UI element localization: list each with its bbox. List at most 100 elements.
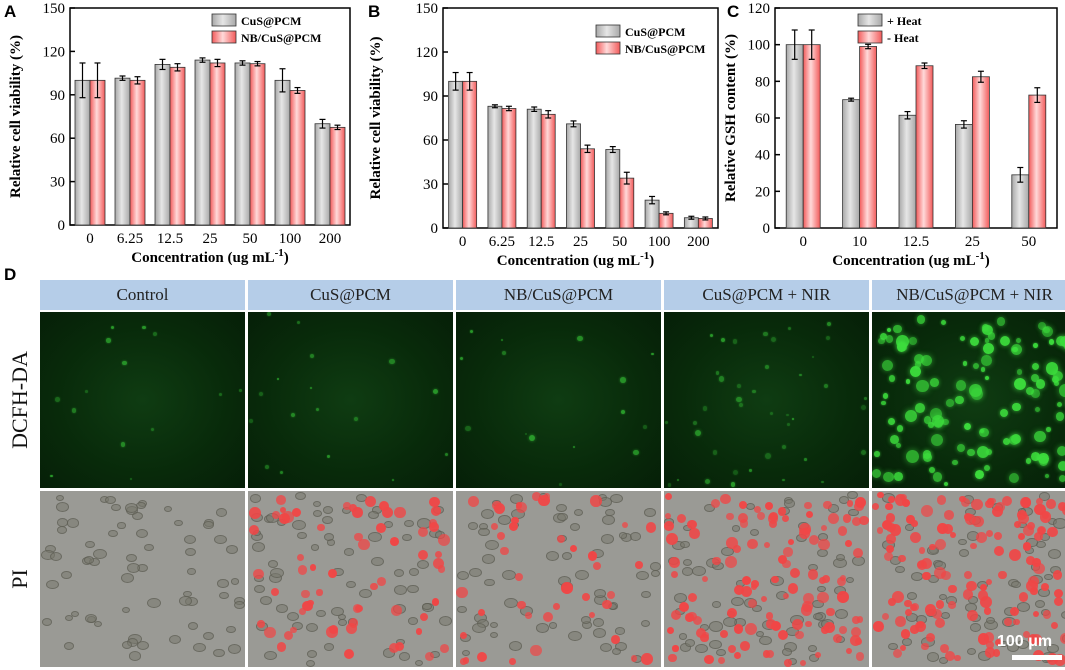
pi-positive-cell (394, 506, 406, 519)
pi-positive-cell (1060, 632, 1065, 644)
pi-image (456, 491, 661, 667)
pi-positive-cell (931, 609, 942, 620)
pi-positive-cell (934, 566, 947, 579)
fluorescent-cell (957, 443, 966, 452)
column-header: CuS@PCM + NIR (664, 280, 869, 310)
fluorescent-cell (975, 470, 984, 479)
pi-positive-cell (283, 630, 294, 641)
y-axis-label: Relative GSH content (%) (723, 34, 739, 202)
cell-outline (322, 506, 334, 515)
bar (209, 62, 226, 226)
fluorescent-cell (1035, 379, 1046, 389)
legend-label: NB/CuS@PCM (625, 42, 706, 56)
pi-positive-cell (873, 621, 884, 632)
cell-outline (83, 556, 95, 565)
pi-positive-cell (491, 523, 499, 531)
pi-positive-cell (607, 590, 616, 599)
pi-positive-cell (1001, 495, 1013, 506)
cell-outline (682, 559, 693, 567)
dcfh-da-image (872, 312, 1065, 488)
fluorescent-cell (1014, 378, 1027, 390)
pi-positive-cell (719, 629, 729, 639)
cell-outline (217, 579, 229, 588)
cell-outline (678, 633, 688, 640)
pi-positive-cell (1035, 498, 1043, 506)
cell-outline (183, 535, 196, 545)
cell-outline (845, 576, 855, 584)
pi-positive-cell (1019, 497, 1031, 509)
cell-outline (203, 520, 214, 529)
fluorescent-cell (823, 384, 828, 389)
fluorescent-cell (863, 397, 867, 400)
fluorescent-cell (882, 393, 889, 399)
pi-positive-cell (740, 519, 749, 528)
x-tick-label: 0 (459, 234, 467, 250)
pi-positive-cell (317, 524, 325, 532)
cell-outline (85, 613, 98, 623)
cell-outline (117, 522, 126, 529)
bar (971, 76, 990, 229)
pi-positive-cell (431, 598, 440, 606)
pi-positive-cell (459, 631, 468, 640)
x-tick-label: 0 (799, 234, 807, 250)
pi-positive-cell (429, 521, 440, 532)
cell-outline (63, 641, 75, 650)
cell-outline (485, 539, 499, 550)
pi-positive-cell (941, 570, 951, 580)
fluorescent-cell (954, 395, 964, 405)
pi-positive-cell (301, 590, 310, 599)
pi-positive-cell (935, 617, 946, 628)
x-tick-label: 6.25 (117, 231, 143, 247)
pi-positive-cell (944, 510, 954, 520)
fluorescent-cell (886, 328, 891, 333)
pi-positive-cell (1009, 606, 1019, 617)
fluorescent-cell (782, 444, 787, 449)
cell-outline (581, 615, 592, 624)
pi-positive-cell (434, 551, 443, 559)
cell-outline (50, 552, 63, 562)
bar (249, 63, 266, 226)
fluorescent-cell (85, 390, 88, 393)
fluorescent-cell (718, 376, 725, 382)
cell-outline (592, 618, 605, 627)
pi-positive-cell (823, 500, 832, 510)
pi-positive-cell (1027, 575, 1040, 588)
pi-positive-cell (948, 601, 956, 609)
pi-positive-cell (388, 642, 399, 654)
cell-outline (970, 623, 982, 632)
fluorescent-cell (150, 427, 155, 432)
pi-positive-cell (975, 531, 987, 543)
fluorescent-cell (110, 325, 114, 330)
pi-positive-cell (784, 659, 792, 667)
fluorescent-cell (141, 325, 146, 330)
y-tick-label: 120 (43, 44, 66, 60)
pi-positive-cell (827, 512, 840, 525)
pi-positive-cell (538, 494, 550, 507)
scalebar (1012, 655, 1062, 660)
cell-outline (56, 526, 68, 535)
cell-outline (324, 643, 334, 651)
pi-positive-cell (1032, 558, 1041, 567)
cell-outline (306, 650, 317, 658)
fluorescent-cell (861, 404, 867, 410)
fluorescent-cell (881, 400, 886, 406)
panel-letter-b: B (368, 2, 381, 21)
fluorescent-cell (999, 409, 1008, 418)
cell-outline (546, 551, 560, 561)
panel-letter-c: C (727, 2, 740, 21)
cell-outline (548, 622, 558, 629)
pi-positive-cell (391, 605, 402, 616)
bar (859, 46, 878, 229)
pi-positive-cell (885, 513, 895, 523)
pi-positive-cell (712, 556, 721, 566)
fluorescent-cell (970, 336, 980, 346)
cell-outline (368, 531, 383, 542)
cell-outline (568, 630, 583, 641)
pi-positive-cell (851, 616, 860, 624)
y-tick-label: 90 (50, 88, 65, 104)
pi-positive-cell (252, 568, 264, 580)
cell-outline (966, 648, 976, 656)
cell-outline (614, 627, 625, 635)
cell-outline (508, 640, 522, 651)
fluorescent-cell (738, 402, 743, 408)
